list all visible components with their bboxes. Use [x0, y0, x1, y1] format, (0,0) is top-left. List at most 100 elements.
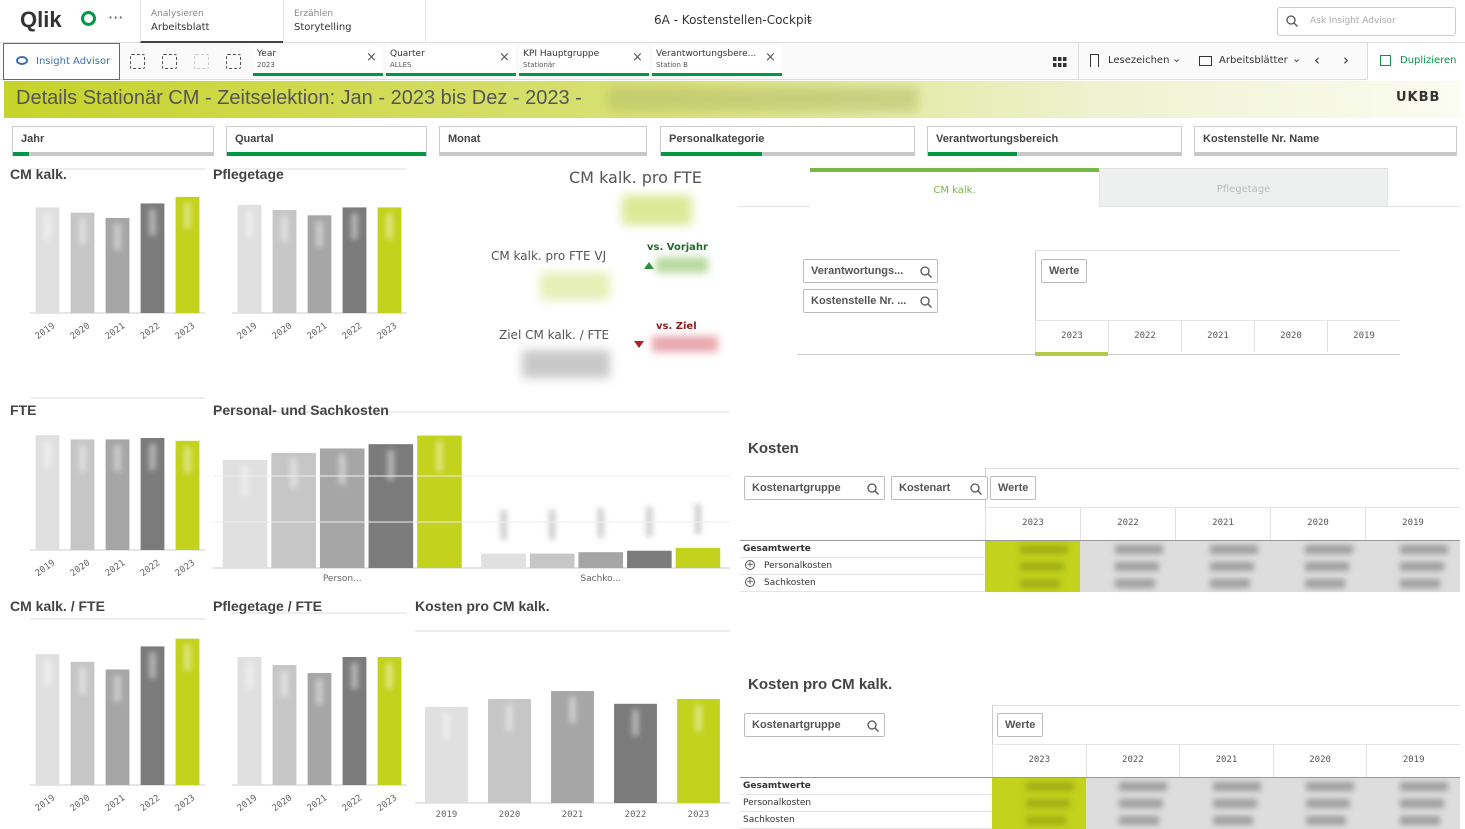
measure-button[interactable]: Werte — [990, 476, 1037, 500]
selection-tool[interactable] — [226, 54, 241, 69]
filter-bar — [440, 152, 646, 156]
filter-pane[interactable]: Kostenstelle Nr. Name — [1194, 126, 1457, 156]
filter-label: Kostenstelle Nr. Name — [1203, 133, 1320, 145]
bar — [377, 657, 402, 785]
kpi-delta-label: vs. Vorjahr — [647, 242, 708, 253]
row-label: Gesamtwerte — [743, 781, 811, 791]
nav-tab[interactable]: Analysieren Arbeitsblatt — [140, 0, 283, 43]
logo: Qlik — [20, 7, 62, 32]
section-title: Kosten pro CM kalk. — [748, 676, 893, 693]
blurred-data-label — [290, 458, 297, 489]
sheets-button[interactable]: Arbeitsblätter — [1219, 55, 1288, 66]
filter-pane[interactable]: Jahr — [12, 126, 214, 156]
selection-chip[interactable]: KPI Hauptgruppe Stationär × — [519, 46, 649, 76]
blurred-data-label — [242, 466, 249, 496]
cell-blurred — [1119, 782, 1168, 791]
cell-blurred — [1025, 816, 1066, 825]
filter-bar — [928, 152, 1181, 156]
selection-chip[interactable]: Verantwortungsbere... Station B × — [652, 46, 782, 76]
kpi-value-blurred — [522, 350, 610, 378]
blurred-data-label — [351, 213, 358, 240]
blurred-data-label — [386, 213, 393, 240]
dimension-button[interactable]: Verantwortungs... — [803, 259, 938, 283]
clear-selection[interactable]: × — [366, 50, 377, 65]
clear-selection[interactable]: × — [765, 50, 776, 65]
app-title[interactable]: 6A - Kostenstellen-Cockpit — [654, 13, 812, 27]
measure-button[interactable]: Werte — [997, 713, 1044, 737]
search-box[interactable]: Ask Insight Advisor — [1277, 7, 1456, 36]
cell-blurred — [1306, 816, 1347, 825]
menu-dots[interactable]: ··· — [108, 8, 124, 27]
selection-tool[interactable] — [194, 54, 209, 69]
filter-label: Monat — [448, 133, 481, 145]
bar — [105, 217, 130, 313]
expand-icon[interactable]: + — [745, 560, 755, 570]
x-tick-label: 2023 — [688, 810, 710, 820]
prev-sheet[interactable]: ‹ — [1314, 51, 1320, 69]
expand-icon[interactable]: + — [745, 577, 755, 587]
blurred-data-label — [184, 644, 191, 671]
search-icon — [927, 273, 932, 278]
bar — [105, 669, 130, 785]
x-tick-label: 2021 — [104, 321, 128, 342]
filter-pane[interactable]: Quartal — [226, 126, 427, 156]
dimension-button[interactable]: Kostenartgruppe — [744, 713, 885, 737]
selection-tool[interactable] — [162, 54, 177, 69]
duplicate-button[interactable]: Duplizieren — [1367, 43, 1465, 80]
bar — [377, 207, 402, 313]
blurred-data-label — [281, 216, 288, 243]
filter-pane[interactable]: Personalkategorie — [660, 126, 915, 156]
grid-icon — [1053, 57, 1057, 61]
blurred-data-label — [386, 663, 393, 689]
bar — [307, 673, 332, 785]
search-icon — [874, 490, 879, 495]
next-sheet[interactable]: › — [1343, 51, 1349, 69]
column-header: 2021 — [1179, 745, 1273, 777]
blurred-data-label — [436, 441, 443, 472]
dimension-button[interactable]: Kostenstelle Nr. ... — [803, 289, 938, 313]
column-header: 2023 — [992, 745, 1086, 777]
nav-tab[interactable]: Erzählen Storytelling — [283, 0, 426, 43]
cell-blurred — [1025, 799, 1070, 808]
container-tab[interactable]: Pflegetage — [1099, 168, 1388, 207]
filter-bar-selected — [13, 152, 29, 156]
blurred-data-label — [316, 221, 323, 248]
x-tick-label: 2022 — [139, 558, 163, 579]
column-header: 2019 — [1365, 508, 1460, 540]
filter-pane[interactable]: Verantwortungsbereich — [927, 126, 1182, 156]
bar — [105, 439, 130, 550]
bookmark-icon — [1090, 54, 1099, 67]
pivot-top-line — [992, 705, 1460, 706]
column-header: 2022 — [1080, 508, 1175, 540]
x-tick-label: 2019 — [34, 321, 58, 342]
banner-title: Details Stationär CM - Zeitselektion: Ja… — [16, 87, 582, 109]
bookmarks-button[interactable]: Lesezeichen — [1108, 55, 1170, 66]
filter-bar-selected — [661, 152, 763, 156]
clear-selection[interactable]: × — [499, 50, 510, 65]
container-tab[interactable]: CM kalk. — [810, 168, 1099, 207]
blurred-data-label — [246, 663, 253, 689]
x-tick-label: 2022 — [341, 321, 365, 342]
separator — [1078, 43, 1079, 80]
blurred-data-label — [114, 223, 121, 250]
chart-title: Pflegetage / FTE — [213, 598, 322, 614]
column-header: 2020 — [1272, 745, 1367, 777]
selection-chip[interactable]: Year 2023 × — [253, 46, 383, 76]
selection-chip[interactable]: Quarter ALLES × — [386, 46, 516, 76]
insight-advisor-button[interactable]: Insight Advisor — [3, 43, 120, 80]
blurred-data-label — [506, 705, 513, 731]
clear-selection[interactable]: × — [632, 50, 643, 65]
filter-pane[interactable]: Monat — [439, 126, 647, 156]
blurred-data-label — [149, 444, 156, 470]
blurred-data-label — [79, 667, 86, 694]
dimension-button[interactable]: Kostenart — [891, 476, 988, 500]
pivot-divider — [1035, 250, 1036, 355]
measure-button[interactable]: Werte — [1041, 259, 1088, 283]
selection-tool[interactable] — [130, 54, 145, 69]
dimension-button[interactable]: Kostenartgruppe — [744, 476, 885, 500]
selected-underline — [1035, 352, 1108, 356]
dimension-label: Verantwortungs... — [811, 265, 904, 277]
blurred-data-label — [569, 697, 576, 723]
column-header: 2019 — [1327, 321, 1400, 352]
search-icon — [920, 266, 930, 276]
